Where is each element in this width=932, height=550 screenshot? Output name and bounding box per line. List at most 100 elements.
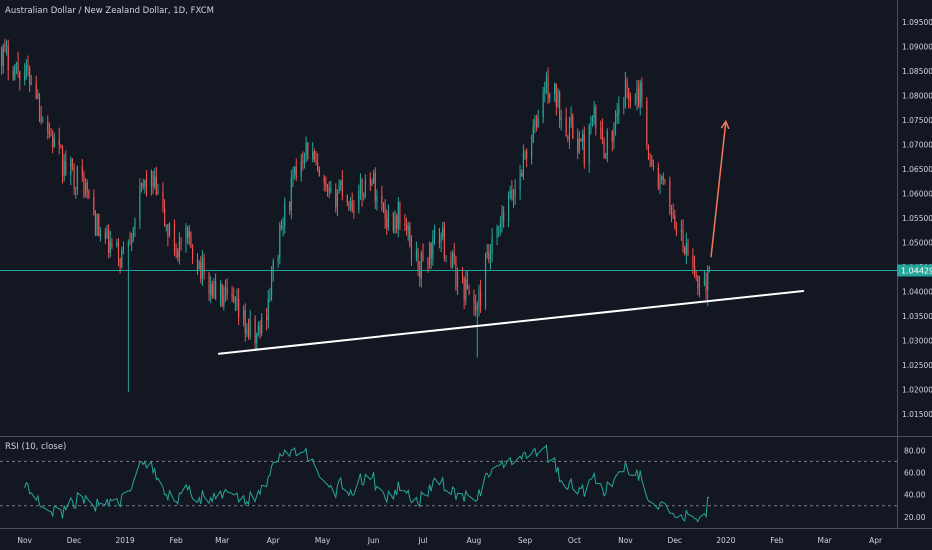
price-tick-label: 1.03500 [902, 312, 932, 321]
candle-body [173, 223, 176, 250]
candle-body [290, 178, 292, 211]
candle-body [231, 294, 233, 298]
candle-body [165, 224, 167, 226]
candle-body [140, 183, 143, 186]
candle-body [531, 142, 533, 159]
candle-body [121, 249, 123, 268]
candle-body [534, 118, 536, 127]
candle-body [489, 254, 492, 261]
price-tick-label: 1.06000 [902, 190, 932, 199]
candle-body [2, 44, 4, 66]
candle-body [384, 207, 386, 219]
candle-body [386, 218, 388, 229]
candle-body [498, 226, 500, 228]
candle-body [440, 236, 442, 244]
rsi-axis[interactable]: 80.00 60.00 40.00 20.00 [904, 446, 926, 522]
candle-body [340, 180, 342, 186]
candle-body [537, 117, 539, 128]
candle-body [131, 239, 133, 244]
candle-body [40, 114, 42, 122]
time-axis[interactable]: Nov Dec 2019 Feb Mar Apr May Jun Jul Aug Sep Oct Nov… [17, 536, 883, 545]
candle-body [272, 260, 274, 273]
candle-body [108, 229, 110, 253]
candle-body [545, 76, 548, 88]
candle-body [223, 294, 225, 307]
candle-body [695, 274, 697, 277]
candle-body [685, 243, 687, 254]
candle-body [405, 224, 408, 231]
candle-body [555, 83, 557, 107]
candle-body [578, 139, 580, 152]
candle-body [463, 276, 465, 301]
candle-body [409, 225, 411, 246]
candle-body [254, 318, 256, 344]
forecast-arrow[interactable] [710, 119, 730, 258]
candle-body [473, 294, 475, 306]
rsi-pane[interactable]: RSI (10, close) [0, 442, 897, 523]
time-tick-label: May [315, 536, 331, 545]
forecast-arrow-head [720, 119, 730, 130]
candle-body [636, 88, 638, 101]
candle-body [30, 83, 32, 85]
candle-body [616, 113, 618, 118]
time-tick-label: Feb [169, 536, 183, 545]
candle-body [300, 161, 302, 178]
candle-body [591, 117, 594, 123]
price-tick-label: 1.09000 [902, 43, 932, 52]
support-trendline[interactable] [217, 289, 805, 355]
candle-body [154, 176, 156, 187]
candle-body [104, 233, 106, 239]
candle-body [302, 161, 304, 163]
candle-body [519, 172, 521, 190]
candle-body [582, 133, 584, 142]
candle-body [208, 272, 210, 295]
candle-body [60, 145, 62, 148]
candle-body [638, 88, 640, 106]
price-pane[interactable]: Australian Dollar / New Zealand Dollar, … [0, 6, 897, 392]
candle-body [270, 272, 273, 297]
candle-body [24, 73, 26, 81]
candle-body [568, 123, 571, 139]
candle-body [521, 172, 523, 177]
candle-body [427, 258, 429, 265]
candle-body [557, 91, 559, 107]
candle-body [70, 158, 72, 175]
candle-body [48, 130, 50, 134]
candle-body [119, 258, 121, 268]
candle-body [626, 79, 628, 89]
candle-body [369, 178, 371, 186]
rsi-tick-label: 80.00 [904, 446, 926, 455]
candle-body [392, 213, 394, 231]
candle-body [484, 253, 487, 307]
candle-body [480, 290, 482, 307]
candle-body [312, 151, 314, 160]
candle-body [303, 155, 306, 162]
price-tick-label: 1.08500 [902, 67, 932, 76]
candle-body [305, 142, 307, 156]
candle-body [177, 250, 179, 258]
time-tick-label: Mar [215, 536, 230, 545]
candle-body [652, 165, 654, 168]
candle-body [664, 179, 666, 181]
time-tick-label: Nov [17, 536, 32, 545]
candle-body [351, 201, 353, 211]
candle-body [420, 253, 422, 278]
candle-body [53, 138, 55, 148]
candle-body [269, 296, 271, 299]
candle-body [122, 246, 125, 250]
price-tick-label: 1.05000 [902, 238, 932, 247]
candle-body [15, 61, 18, 66]
candle-body [236, 298, 238, 301]
candle-body [588, 124, 590, 164]
candle-body [318, 169, 320, 177]
candle-body [430, 242, 432, 259]
candle-body [524, 151, 526, 154]
candle-body [697, 276, 699, 289]
candle-body [224, 287, 227, 295]
candle-body [705, 280, 707, 291]
candle-body [499, 223, 501, 227]
candle-body [132, 229, 134, 240]
candle-body [185, 228, 187, 243]
candle-body [201, 257, 204, 280]
candle-body [407, 225, 409, 231]
